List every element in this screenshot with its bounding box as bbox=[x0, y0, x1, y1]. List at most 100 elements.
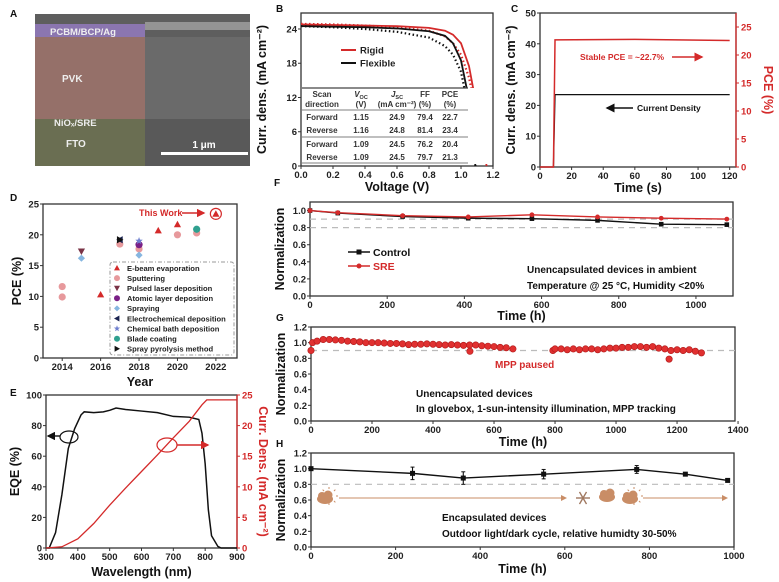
table-cell: 24.8 bbox=[389, 126, 405, 135]
x-tick-label: 600 bbox=[486, 425, 502, 436]
x-tick-label: 500 bbox=[102, 552, 118, 563]
sun-ray bbox=[638, 489, 641, 492]
x-tick-label: 0 bbox=[308, 425, 313, 436]
data-point bbox=[667, 346, 675, 354]
sun-ray bbox=[638, 500, 641, 503]
y2-tick-label: 15 bbox=[741, 79, 752, 90]
data-point bbox=[417, 340, 425, 348]
data-point bbox=[612, 344, 620, 352]
data-point bbox=[386, 339, 394, 347]
y2-tick-label: 25 bbox=[741, 23, 752, 34]
data-point bbox=[665, 355, 673, 363]
table-cell: 24.9 bbox=[389, 113, 405, 122]
y-axis-title: PCE (%) bbox=[10, 257, 24, 306]
scale-bar-label: 1 μm bbox=[192, 140, 215, 151]
y-tick-label: 50 bbox=[525, 9, 536, 20]
data-point bbox=[338, 336, 346, 344]
panel-b-chart: B 0.0 0.2 0.4 0.6 0.8 1.0 1.2 0 6 12 18 24 Voltage (V… bbox=[255, 4, 500, 194]
data-point bbox=[460, 475, 466, 481]
annotation-text: In glovebox, 1-sun-intensity illuminatio… bbox=[416, 404, 676, 415]
cloud-icon bbox=[599, 488, 615, 502]
y2-axis-title: PCE (%) bbox=[761, 66, 775, 115]
x-axis-title: Time (h) bbox=[499, 435, 547, 449]
legend-label: E-beam evaporation bbox=[127, 264, 200, 273]
layer-pcbm bbox=[35, 24, 145, 37]
sun-ray bbox=[322, 489, 325, 492]
x-tick-label: 100 bbox=[690, 171, 706, 182]
snowflake-arm bbox=[582, 497, 588, 505]
data-point bbox=[362, 339, 370, 347]
x-tick-label: 1.2 bbox=[486, 170, 499, 181]
y-axis-title: Curr. dens. (mA cm⁻²) bbox=[504, 25, 518, 154]
legend-label: Sputtering bbox=[127, 274, 165, 283]
y-tick-label: 60 bbox=[31, 452, 42, 463]
x-tick-label: 0.2 bbox=[326, 170, 339, 181]
y2-tick-label: 20 bbox=[741, 51, 752, 62]
x-tick-label: 400 bbox=[456, 300, 472, 311]
data-point bbox=[374, 339, 382, 347]
data-point bbox=[529, 212, 535, 218]
marker-circle bbox=[58, 282, 66, 291]
x-tick-label: 1000 bbox=[723, 551, 744, 562]
data-point bbox=[658, 221, 664, 227]
data-point bbox=[447, 341, 455, 349]
legend-marker bbox=[356, 249, 362, 255]
x-tick-label: 200 bbox=[364, 425, 380, 436]
data-point bbox=[724, 222, 730, 227]
marker-triangle-up bbox=[173, 220, 182, 228]
x-tick-label: 800 bbox=[611, 300, 627, 311]
x-tick-label: 120 bbox=[722, 171, 738, 182]
y2-tick-label: 10 bbox=[242, 482, 253, 493]
this-work-highlight-circle bbox=[209, 207, 222, 220]
data-point bbox=[541, 471, 547, 477]
y-axis-title: Normalization bbox=[273, 208, 287, 291]
y-tick-label: 0.0 bbox=[294, 417, 307, 428]
table-header: JSC bbox=[391, 90, 403, 101]
data-point bbox=[661, 345, 669, 353]
x-axis-title: Time (s) bbox=[614, 181, 662, 195]
y-tick-label: 0.2 bbox=[294, 527, 307, 538]
sun-ray bbox=[333, 489, 336, 492]
y-tick-label: 10 bbox=[525, 132, 536, 143]
layer-label: PVK bbox=[62, 74, 83, 85]
panel-letter: A bbox=[10, 9, 17, 20]
data-point bbox=[308, 466, 314, 472]
data-point bbox=[472, 341, 480, 349]
x-tick-label: 0.8 bbox=[422, 170, 435, 181]
marker-circle bbox=[114, 335, 120, 342]
legend-label: Electrochemical deposition bbox=[127, 314, 226, 323]
x-tick-label: 400 bbox=[472, 551, 488, 562]
table-header-subscript: OC bbox=[360, 95, 368, 101]
layer-label: FTO bbox=[66, 139, 86, 150]
y-tick-label: 0.2 bbox=[294, 401, 307, 412]
y2-tick-label: 10 bbox=[741, 107, 752, 118]
data-point bbox=[685, 346, 693, 354]
data-point bbox=[557, 345, 565, 353]
marker-circle bbox=[114, 295, 120, 302]
data-point bbox=[490, 343, 498, 351]
y-tick-label: 0.2 bbox=[293, 274, 306, 285]
table-cell: Reverse bbox=[306, 126, 338, 135]
table-cell: 79.4 bbox=[417, 113, 433, 122]
data-point bbox=[478, 342, 486, 350]
sun-ray bbox=[333, 500, 336, 503]
plot-frame bbox=[539, 12, 737, 168]
annotation-text: Temperature @ 25 °C, Humidity <20% bbox=[527, 281, 704, 292]
x-tick-label: 0 bbox=[537, 171, 542, 182]
y-axis-title: EQE (%) bbox=[8, 447, 22, 496]
y-tick-label: 20 bbox=[31, 513, 42, 524]
y-tick-label: 0.8 bbox=[294, 354, 307, 365]
y-axis-title: Curr. dens. (mA cm⁻²) bbox=[255, 25, 269, 154]
table-header-unit: direction bbox=[305, 100, 339, 109]
x-tick-label: 200 bbox=[388, 551, 404, 562]
y-tick-label: 1.0 bbox=[294, 464, 307, 475]
data-point bbox=[563, 346, 571, 354]
data-point bbox=[435, 341, 443, 349]
table-header-unit: (V) bbox=[356, 100, 367, 109]
y-tick-label: 20 bbox=[525, 101, 536, 112]
data-point bbox=[588, 345, 596, 353]
data-point bbox=[410, 470, 416, 476]
data-point bbox=[465, 214, 471, 220]
data-point bbox=[595, 214, 600, 220]
outdoor-stability-line bbox=[310, 467, 728, 482]
